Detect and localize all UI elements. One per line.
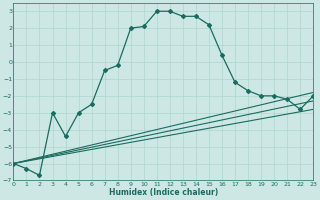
X-axis label: Humidex (Indice chaleur): Humidex (Indice chaleur): [109, 188, 218, 197]
